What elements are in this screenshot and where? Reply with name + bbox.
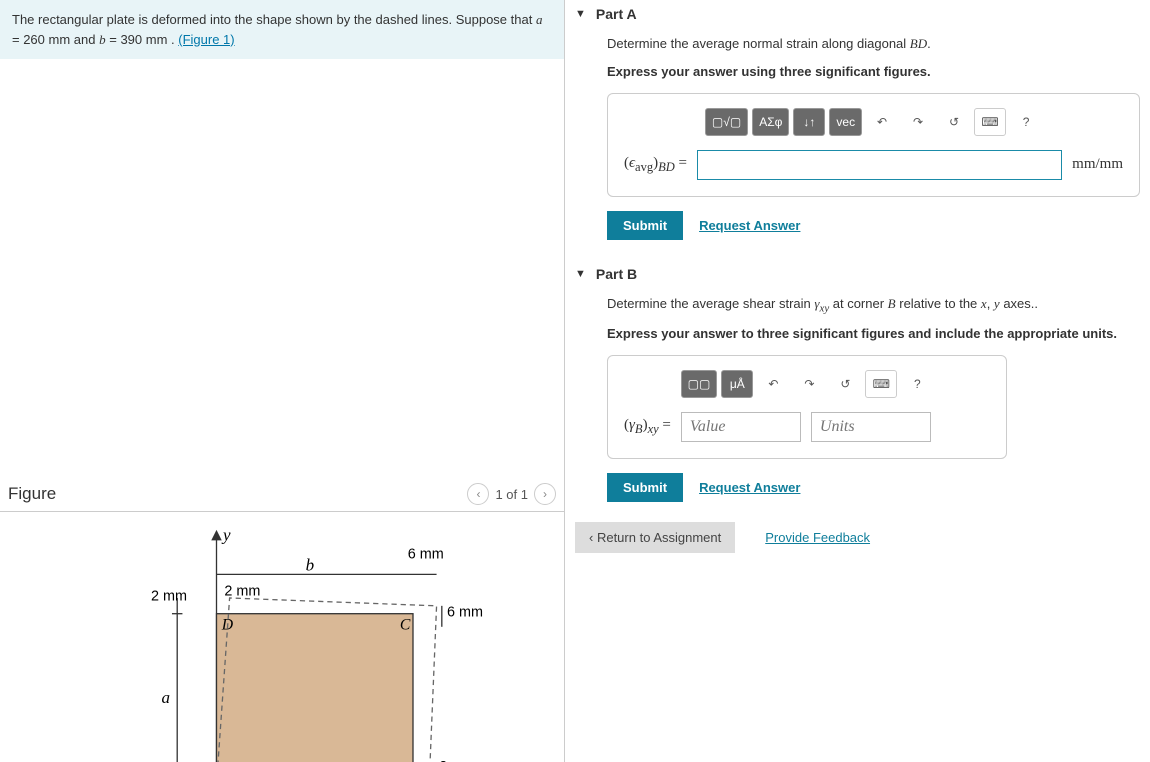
- part-a-submit-button[interactable]: Submit: [607, 211, 683, 240]
- reset-button[interactable]: ↺: [829, 370, 861, 398]
- part-b-toolbar: ▢▢ μÅ ↶ ↷ ↺ ⌨ ?: [624, 370, 990, 398]
- part-a-header[interactable]: ▼ Part A: [575, 0, 1140, 34]
- figure-header: Figure ‹ 1 of 1 ›: [0, 477, 564, 512]
- chevron-left-icon: ‹: [589, 530, 597, 545]
- part-a-label: (ϵavg)BD =: [624, 155, 687, 175]
- problem-text: The rectangular plate is deformed into t…: [12, 12, 536, 27]
- part-b-label: (γB)xy =: [624, 417, 671, 437]
- help-button[interactable]: ?: [1010, 108, 1042, 136]
- part-b-submit-row: Submit Request Answer: [607, 473, 1140, 502]
- part-a-toolbar: ▢√▢ ΑΣφ ↓↑ vec ↶ ↷ ↺ ⌨ ?: [624, 108, 1123, 136]
- greek-button[interactable]: ΑΣφ: [752, 108, 789, 136]
- svg-text:C: C: [400, 616, 411, 633]
- part-a: ▼ Part A Determine the average normal st…: [575, 0, 1140, 240]
- left-pane: The rectangular plate is deformed into t…: [0, 0, 565, 762]
- redo-button[interactable]: ↷: [793, 370, 825, 398]
- part-b-question: Determine the average shear strain γxy a…: [607, 294, 1140, 317]
- part-a-body: Determine the average normal strain alon…: [575, 34, 1140, 240]
- undo-button[interactable]: ↶: [757, 370, 789, 398]
- part-a-unit: mm/mm: [1072, 156, 1123, 173]
- part-a-answer-box: ▢√▢ ΑΣφ ↓↑ vec ↶ ↷ ↺ ⌨ ? (ϵavg)BD = mm/m…: [607, 93, 1140, 197]
- part-b-title: Part B: [596, 266, 637, 282]
- part-b-units-input[interactable]: [811, 412, 931, 442]
- part-b-submit-button[interactable]: Submit: [607, 473, 683, 502]
- figure-link[interactable]: (Figure 1): [178, 32, 234, 47]
- figure-section: Figure ‹ 1 of 1 › y x: [0, 477, 564, 762]
- svg-text:6 mm: 6 mm: [408, 547, 444, 563]
- undo-button[interactable]: ↶: [866, 108, 898, 136]
- figure-svg: y x D C A B a: [20, 522, 544, 762]
- part-a-instruction: Express your answer using three signific…: [607, 64, 1140, 79]
- template-button[interactable]: ▢▢: [681, 370, 718, 398]
- part-b: ▼ Part B Determine the average shear str…: [575, 260, 1140, 503]
- problem-statement: The rectangular plate is deformed into t…: [0, 0, 564, 59]
- return-button[interactable]: ‹ Return to Assignment: [575, 522, 735, 553]
- part-b-answer-row: (γB)xy =: [624, 412, 990, 442]
- and: and: [74, 32, 99, 47]
- part-a-answer-row: (ϵavg)BD = mm/mm: [624, 150, 1123, 180]
- svg-text:6 mm: 6 mm: [447, 604, 483, 620]
- part-b-instruction: Express your answer to three significant…: [607, 326, 1140, 341]
- main-layout: The rectangular plate is deformed into t…: [0, 0, 1150, 762]
- subscript-button[interactable]: ↓↑: [793, 108, 825, 136]
- var-a: a: [536, 12, 543, 27]
- val-b: = 390 mm: [109, 32, 167, 47]
- footer-row: ‹ Return to Assignment Provide Feedback: [575, 522, 1140, 553]
- keyboard-button[interactable]: ⌨: [974, 108, 1006, 136]
- val-a: = 260 mm: [12, 32, 70, 47]
- part-a-title: Part A: [596, 6, 637, 22]
- caret-down-icon: ▼: [575, 8, 586, 20]
- part-a-submit-row: Submit Request Answer: [607, 211, 1140, 240]
- units-button[interactable]: μÅ: [721, 370, 753, 398]
- part-a-input[interactable]: [697, 150, 1062, 180]
- figure-body[interactable]: y x D C A B a: [0, 512, 564, 762]
- svg-text:2 mm: 2 mm: [151, 589, 187, 605]
- part-a-question: Determine the average normal strain alon…: [607, 34, 1140, 54]
- part-b-header[interactable]: ▼ Part B: [575, 260, 1140, 294]
- vector-button[interactable]: vec: [829, 108, 862, 136]
- part-a-request-link[interactable]: Request Answer: [699, 218, 800, 233]
- figure-pager: ‹ 1 of 1 ›: [467, 483, 556, 505]
- figure-title: Figure: [8, 484, 56, 504]
- part-b-body: Determine the average shear strain γxy a…: [575, 294, 1140, 503]
- keyboard-button[interactable]: ⌨: [865, 370, 897, 398]
- help-button[interactable]: ?: [901, 370, 933, 398]
- svg-text:b: b: [306, 555, 315, 574]
- template-button[interactable]: ▢√▢: [705, 108, 748, 136]
- part-b-request-link[interactable]: Request Answer: [699, 480, 800, 495]
- prev-figure-button[interactable]: ‹: [467, 483, 489, 505]
- right-pane: ▼ Part A Determine the average normal st…: [565, 0, 1150, 762]
- var-b: b: [99, 32, 106, 47]
- pager-text: 1 of 1: [495, 487, 528, 502]
- feedback-link[interactable]: Provide Feedback: [765, 530, 870, 545]
- caret-down-icon: ▼: [575, 268, 586, 280]
- redo-button[interactable]: ↷: [902, 108, 934, 136]
- svg-text:2 mm: 2 mm: [224, 583, 260, 599]
- next-figure-button[interactable]: ›: [534, 483, 556, 505]
- part-b-answer-box: ▢▢ μÅ ↶ ↷ ↺ ⌨ ? (γB)xy =: [607, 355, 1007, 459]
- part-b-value-input[interactable]: [681, 412, 801, 442]
- reset-button[interactable]: ↺: [938, 108, 970, 136]
- svg-text:a: a: [161, 688, 170, 707]
- svg-text:y: y: [221, 525, 231, 544]
